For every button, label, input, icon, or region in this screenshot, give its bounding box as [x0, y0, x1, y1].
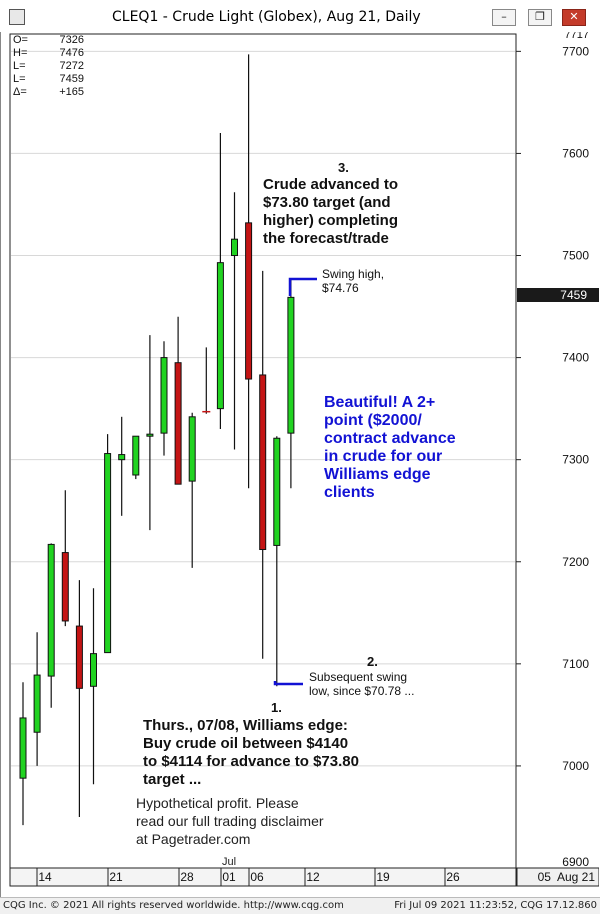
status-bar: CQG Inc. © 2021 All rights reserved worl…	[0, 897, 600, 914]
time-axis	[9, 867, 517, 887]
swing-low-line: Subsequent swing	[309, 670, 407, 684]
x-tick-label: 21	[109, 870, 123, 884]
y-tick-label: 6900	[562, 855, 589, 869]
last-price-box	[517, 288, 599, 302]
swing-high-label: Swing high, $74.76	[322, 267, 384, 295]
y-tick-label: 7700	[562, 44, 589, 58]
candle-body	[90, 653, 97, 687]
disclaimer-line: read our full trading disclaimer	[136, 813, 324, 829]
x-tick-label: 06	[250, 870, 264, 884]
candle-body	[160, 357, 168, 434]
blue-annotation-line: clients	[324, 484, 375, 501]
candle-body	[146, 433, 154, 437]
candle-body	[259, 374, 267, 551]
annotation-3: Crude advanced to $73.80 target (and hig…	[263, 176, 398, 247]
timestamp-text: Fri Jul 09 2021 11:23:52, CQG 17.12.860	[394, 900, 597, 911]
x-tick-label: 26	[446, 870, 460, 884]
candle-body	[33, 674, 41, 733]
candle-body	[61, 552, 69, 622]
annotation-1-line: to $4114 for advance to $73.80	[143, 753, 359, 770]
minimize-button[interactable]: –	[492, 9, 516, 26]
ohlc-label-change: Δ=	[13, 86, 27, 98]
annotation-3-line: the forecast/trade	[263, 230, 389, 247]
y-tick-label: 7500	[562, 249, 589, 263]
candle-body	[19, 717, 27, 779]
candle-body	[188, 416, 196, 482]
annotation-1-line: target ...	[143, 771, 201, 788]
y-tick-label: 7000	[562, 759, 589, 773]
candle-body	[287, 296, 295, 434]
blue-annotation-line: in crude for our	[324, 448, 442, 465]
disclaimer-line: Hypothetical profit. Please	[136, 795, 299, 811]
y-tick-label: 7200	[562, 555, 589, 569]
candle-body	[104, 453, 112, 654]
x-tick-label: 19	[376, 870, 390, 884]
swing-low-label: Subsequent swing low, since $70.78 ...	[309, 670, 414, 698]
annotation-1-line: Thurs., 07/08, Williams edge:	[143, 717, 348, 734]
price-axis: 6900 7000 7100 7200 7300 7400 7500 7600 7700 7717	[516, 29, 589, 869]
chart-window: 6900 7000 7100 7200 7300 7400 7500 7600 7700 7717…	[0, 29, 600, 897]
candle-body	[118, 454, 126, 461]
annotation-1: Thurs., 07/08, Williams edge: Buy crude …	[143, 717, 359, 788]
blue-annotation-line: point ($2000/	[324, 412, 422, 429]
blue-annotation-line: contract advance	[324, 430, 456, 447]
last-price-label: 7459	[560, 288, 587, 302]
candle-body	[75, 625, 83, 689]
x-tick-label: 01	[222, 870, 236, 884]
swing-low-line: low, since $70.78 ...	[309, 684, 414, 698]
restore-button[interactable]: ❐	[528, 9, 552, 26]
swing-high-line: Swing high,	[322, 267, 384, 281]
ohlc-value-high: 7476	[60, 47, 84, 59]
candle-body	[231, 238, 238, 257]
ohlc-label-last: L=	[13, 73, 26, 85]
window-titlebar: CLEQ1 - Crude Light (Globex), Aug 21, Da…	[0, 0, 600, 33]
x-tick-label: 12	[306, 870, 320, 884]
ohlc-label-open: O=	[13, 34, 28, 46]
x-tick-label: 28	[180, 870, 194, 884]
time-axis-labels: 14 21 28 01 06 12 19 26	[36, 868, 460, 886]
month-label: Jul	[222, 856, 236, 868]
annotation-1-line: Buy crude oil between $4140	[143, 735, 348, 752]
y-tick-label: 7100	[562, 657, 589, 671]
blue-annotation-line: Beautiful! A 2+	[324, 394, 435, 411]
ohlc-value-change: +165	[59, 86, 84, 98]
ohlc-label-high: H=	[13, 47, 27, 59]
annotation-2-number: 2.	[367, 654, 378, 669]
candle-body	[216, 262, 224, 410]
annotation-3-line: $73.80 target (and	[263, 194, 391, 211]
copyright-text: CQG Inc. © 2021 All rights reserved worl…	[3, 900, 344, 911]
window-title: CLEQ1 - Crude Light (Globex), Aug 21, Da…	[112, 9, 421, 25]
ohlc-value-low: 7272	[60, 60, 84, 72]
date-box-label: 05 Aug 21	[538, 870, 596, 884]
swing-high-marker	[288, 277, 317, 296]
blue-annotation-line: Williams edge	[324, 466, 431, 483]
annotation-3-number: 3.	[338, 160, 349, 175]
ohlc-readout: O= 7326 H= 7476 L= 7272 L= 7459 Δ= +165	[13, 34, 84, 98]
y-tick-label-top: 7717	[565, 32, 589, 41]
close-button[interactable]: ✕	[562, 9, 586, 26]
annotation-3-line: Crude advanced to	[263, 176, 398, 193]
candle-body	[174, 362, 182, 485]
ohlc-value-last: 7459	[60, 73, 84, 85]
disclaimer-line: at Pagetrader.com	[136, 831, 250, 847]
y-tick-label: 7400	[562, 351, 589, 365]
disclaimer: Hypothetical profit. Please read our ful…	[136, 795, 324, 847]
price-chart[interactable]: 6900 7000 7100 7200 7300 7400 7500 7600 7700 7717…	[1, 29, 600, 897]
chart-app-icon	[9, 9, 25, 25]
blue-annotation: Beautiful! A 2+ point ($2000/ contract a…	[324, 394, 456, 501]
candle-body	[273, 437, 281, 546]
candle-body	[132, 435, 140, 476]
candles	[19, 54, 295, 826]
candle-body	[245, 222, 253, 380]
ohlc-value-open: 7326	[60, 34, 84, 46]
candle-body	[47, 543, 55, 677]
swing-low-marker	[273, 681, 303, 686]
y-tick-label: 7600	[562, 146, 589, 160]
annotation-3-line: higher) completing	[263, 212, 398, 229]
swing-high-line: $74.76	[322, 281, 359, 295]
x-tick-label: 14	[38, 870, 52, 884]
y-tick-label: 7300	[562, 453, 589, 467]
ohlc-label-low: L=	[13, 60, 26, 72]
annotation-1-number: 1.	[271, 700, 282, 715]
